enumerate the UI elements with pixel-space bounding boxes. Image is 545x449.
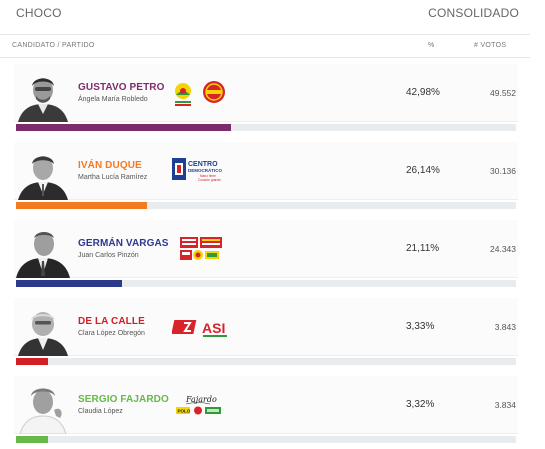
mais-logo [203, 81, 225, 103]
party-logos: ASI [171, 312, 232, 342]
mejor-vargas-lleras-logo [180, 237, 198, 248]
logo-text: DEMOCRÁTICO [188, 167, 222, 173]
colombia-humana-logo [175, 83, 191, 106]
column-header-votes: # VOTOS [474, 42, 507, 49]
vote-share-bar [16, 124, 516, 131]
vote-percent: 21,11% [406, 243, 440, 254]
vote-percent: 42,98% [406, 87, 440, 98]
region-title: CHOCO [16, 6, 62, 20]
results-header: CHOCO CONSOLIDADO [0, 0, 545, 32]
candidate-row-vargas[interactable]: GERMÁN VARGAS Juan Carlos Pinzón 21,11% … [0, 220, 545, 298]
candidate-card [14, 142, 518, 200]
vote-share-bar [16, 202, 516, 209]
candidate-photo [16, 146, 70, 200]
running-mate-name: Juan Carlos Pinzón [78, 252, 139, 259]
vote-count: 49.552 [490, 88, 516, 98]
candidate-name: DE LA CALLE [78, 316, 145, 327]
vote-count: 30.136 [490, 166, 516, 176]
logo-text: Mano firme [200, 174, 216, 178]
vote-percent: 3,33% [406, 321, 435, 332]
candidate-row-de-la-calle[interactable]: DE LA CALLE Clara López Obregón ASI 3,33… [0, 298, 545, 376]
candidate-name: GUSTAVO PETRO [78, 82, 165, 93]
party-logos: CENTRO DEMOCRÁTICO Mano firme Corazón gr… [172, 156, 232, 186]
polo-logo: POLO [178, 409, 191, 414]
candidate-row-petro[interactable]: GUSTAVO PETRO Ángela María Robledo 42,98… [0, 64, 545, 142]
candidate-card [14, 298, 518, 356]
partido-liberal-logo [171, 320, 197, 334]
party-logos [172, 78, 232, 108]
vote-share-fill [16, 436, 48, 443]
column-headers: CANDIDATO / PARTIDO % # VOTOS [0, 34, 530, 58]
status-label: CONSOLIDADO [428, 6, 519, 20]
candidate-card [14, 376, 518, 434]
vote-share-fill [16, 358, 48, 365]
column-header-candidate: CANDIDATO / PARTIDO [12, 42, 95, 49]
candidate-photo [16, 302, 70, 356]
candidate-photo [16, 224, 70, 278]
party-logos: Fajardo POLO [172, 390, 232, 420]
candidate-photo [16, 380, 70, 434]
vote-share-bar [16, 436, 516, 443]
party-logos [172, 234, 232, 264]
candidate-name: GERMÁN VARGAS [78, 238, 169, 249]
vote-percent: 26,14% [406, 165, 440, 176]
running-mate-name: Ángela María Robledo [78, 96, 148, 103]
candidate-name: SERGIO FAJARDO [78, 394, 169, 405]
candidate-row-duque[interactable]: IVÁN DUQUE Martha Lucía Ramírez CENTRO D… [0, 142, 545, 220]
vote-share-fill [16, 202, 147, 209]
column-header-percent: % [428, 42, 435, 49]
vote-count: 3.834 [494, 400, 516, 410]
running-mate-name: Martha Lucía Ramírez [78, 174, 148, 181]
asi-logo: ASI [202, 320, 225, 336]
logo-text: CENTRO [188, 161, 218, 168]
candidate-card [14, 64, 518, 122]
vote-share-fill [16, 124, 231, 131]
vote-count: 3.843 [494, 322, 516, 332]
running-mate-name: Claudia López [78, 408, 123, 415]
candidate-card [14, 220, 518, 278]
candidate-row-fajardo[interactable]: SERGIO FAJARDO Claudia López Fajardo POL… [0, 376, 545, 449]
compromiso-logo [194, 406, 202, 415]
candidate-photo [16, 68, 70, 122]
fajardo-signature-logo: Fajardo [185, 395, 217, 404]
logo-text: Corazón grande [198, 178, 221, 182]
vote-count: 24.343 [490, 244, 516, 254]
candidate-name: IVÁN DUQUE [78, 160, 142, 171]
cambio-radical-logo [200, 237, 222, 248]
vote-share-bar [16, 280, 516, 287]
vote-share-fill [16, 280, 122, 287]
running-mate-name: Clara López Obregón [78, 330, 145, 337]
centro-democratico-logo: CENTRO DEMOCRÁTICO Mano firme Corazón gr… [172, 158, 222, 182]
vote-percent: 3,32% [406, 399, 435, 410]
vote-share-bar [16, 358, 516, 365]
